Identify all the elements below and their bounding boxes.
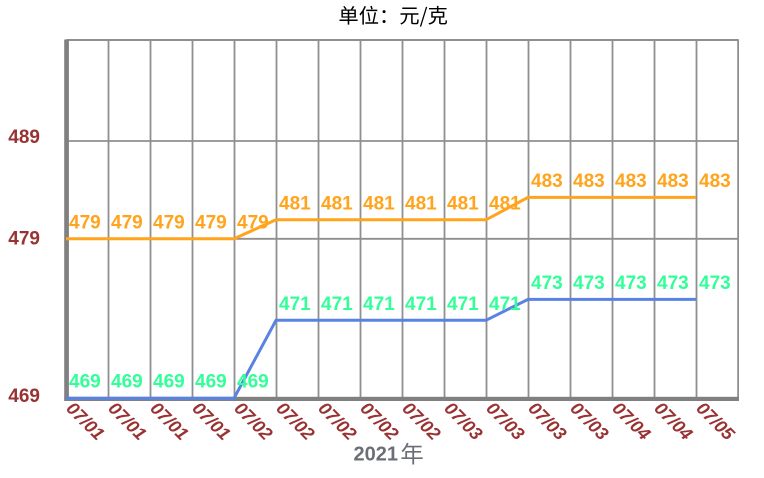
svg-text:481: 481 bbox=[489, 193, 521, 214]
svg-text:473: 473 bbox=[531, 273, 563, 294]
svg-text:483: 483 bbox=[657, 171, 689, 192]
svg-text:2021: 2021 bbox=[354, 443, 399, 465]
svg-text:471: 471 bbox=[321, 294, 353, 315]
svg-text:469: 469 bbox=[153, 372, 185, 393]
svg-text:479: 479 bbox=[153, 212, 185, 233]
svg-text:483: 483 bbox=[699, 171, 731, 192]
svg-text:471: 471 bbox=[489, 294, 521, 315]
svg-text:471: 471 bbox=[279, 294, 311, 315]
svg-text:473: 473 bbox=[699, 273, 731, 294]
svg-text:473: 473 bbox=[657, 273, 689, 294]
svg-text:473: 473 bbox=[615, 273, 647, 294]
svg-text:489: 489 bbox=[8, 127, 40, 148]
svg-text:471: 471 bbox=[405, 294, 437, 315]
svg-text:473: 473 bbox=[573, 273, 605, 294]
svg-text:479: 479 bbox=[69, 212, 101, 233]
svg-text:469: 469 bbox=[195, 372, 227, 393]
svg-text:471: 471 bbox=[363, 294, 395, 315]
svg-text:479: 479 bbox=[195, 212, 227, 233]
svg-text:471: 471 bbox=[447, 294, 479, 315]
svg-text:469: 469 bbox=[237, 372, 269, 393]
svg-text:483: 483 bbox=[531, 171, 563, 192]
svg-text:479: 479 bbox=[237, 212, 269, 233]
svg-text:483: 483 bbox=[615, 171, 647, 192]
svg-text:481: 481 bbox=[405, 193, 437, 214]
svg-text:479: 479 bbox=[8, 228, 40, 249]
svg-text:483: 483 bbox=[573, 171, 605, 192]
svg-text:481: 481 bbox=[279, 193, 311, 214]
svg-text:469: 469 bbox=[8, 386, 40, 407]
svg-text:481: 481 bbox=[321, 193, 353, 214]
svg-text:481: 481 bbox=[447, 193, 479, 214]
svg-text:481: 481 bbox=[363, 193, 395, 214]
svg-text:469: 469 bbox=[111, 372, 143, 393]
svg-text:479: 479 bbox=[111, 212, 143, 233]
svg-text:469: 469 bbox=[69, 372, 101, 393]
